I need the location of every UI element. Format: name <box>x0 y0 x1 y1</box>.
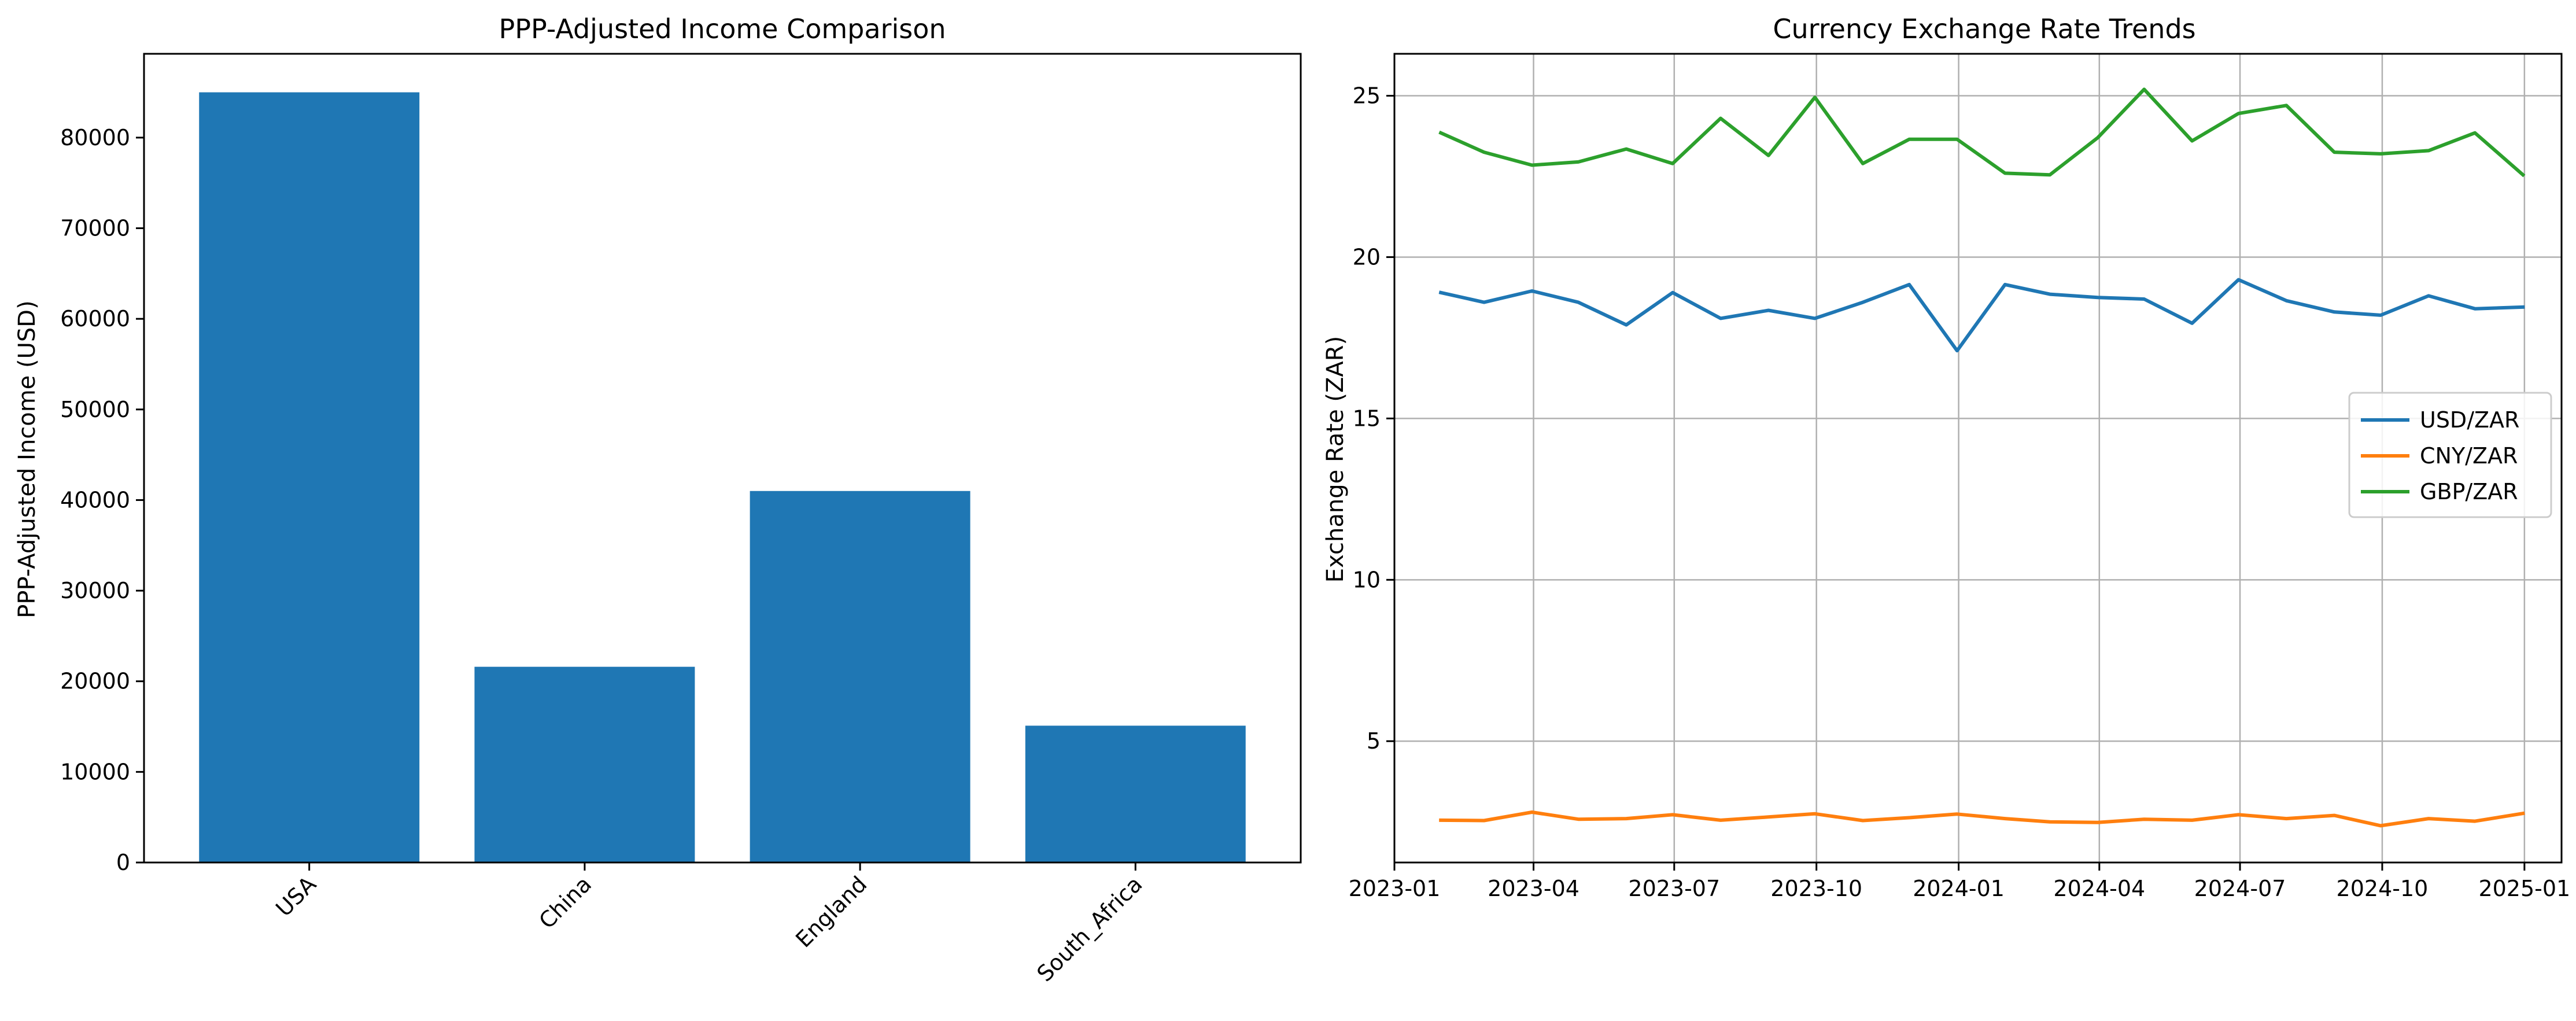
line-chart-x-ticks: 2023-01 2023-04 2023-07 2023-10 2024-01 2024-… <box>1349 862 2570 901</box>
bar-y-tick-label: 50000 <box>60 397 130 422</box>
series-line-cny-zar <box>1439 810 2525 828</box>
line-x-tick-label: 2024-01 <box>1913 876 2005 901</box>
bar-y-tick-label: 10000 <box>60 759 130 784</box>
bar-y-tick-label: 40000 <box>60 487 130 513</box>
line-chart-y-ticks: 5 10 15 20 25 <box>1353 83 1394 754</box>
bar-y-tick-label: 80000 <box>60 125 130 150</box>
line-chart: Currency Exchange Rate Trends Exchange R… <box>1322 13 2570 901</box>
legend-label: USD/ZAR <box>2420 407 2519 433</box>
line-chart-y-axis-label: Exchange Rate (ZAR) <box>1322 336 1349 583</box>
line-x-tick-label: 2024-07 <box>2194 876 2286 901</box>
legend-label: CNY/ZAR <box>2420 443 2518 469</box>
bar-y-tick-label: 30000 <box>60 578 130 603</box>
bar-chart-axes-frame <box>143 53 1302 864</box>
line-series <box>1438 87 2526 828</box>
line-x-tick-label: 2025-01 <box>2478 876 2570 901</box>
legend-box <box>2348 392 2552 518</box>
line-y-tick-label: 20 <box>1353 244 1381 270</box>
legend: USD/ZAR CNY/ZAR GBP/ZAR <box>2348 392 2552 518</box>
line-x-tick-label: 2023-04 <box>1488 876 1579 901</box>
bar-china <box>474 666 695 862</box>
line-y-tick-label: 15 <box>1353 406 1381 431</box>
line-x-tick-label: 2023-07 <box>1628 876 1720 901</box>
series-line-usd-zar <box>1438 278 2525 353</box>
line-x-tick-label: 2024-10 <box>2337 876 2429 901</box>
bar-south-africa <box>1025 725 1246 862</box>
line-chart-axes-frame <box>1393 53 2563 864</box>
bar-chart: PPP-Adjusted Income Comparison PPP-Adjus… <box>14 13 1302 987</box>
legend-items: USD/ZAR CNY/ZAR GBP/ZAR <box>2361 407 2519 504</box>
line-y-tick-label: 25 <box>1353 83 1381 109</box>
bar-y-tick-label: 70000 <box>60 216 130 241</box>
bar-y-tick-label: 20000 <box>60 669 130 694</box>
series-line-gbp-zar <box>1438 87 2526 178</box>
bar-england <box>750 491 970 862</box>
line-x-tick-label: 2024-04 <box>2053 876 2145 901</box>
line-x-tick-label: 2023-10 <box>1770 876 1862 901</box>
bar-y-tick-label: 60000 <box>60 306 130 331</box>
line-y-tick-label: 5 <box>1367 728 1381 754</box>
bar-y-tick-label: 0 <box>116 850 130 875</box>
bar-usa <box>199 92 420 863</box>
bar-chart-y-ticks: 0 10000 20000 30000 40000 50000 60000 70000 8000… <box>60 125 144 875</box>
line-chart-title: Currency Exchange Rate Trends <box>1773 13 2195 45</box>
bar-chart-title: PPP-Adjusted Income Comparison <box>499 13 946 45</box>
bar-chart-y-axis-label: PPP-Adjusted Income (USD) <box>14 300 40 618</box>
bar-series <box>199 92 1246 863</box>
line-y-tick-label: 10 <box>1353 567 1381 592</box>
legend-label: GBP/ZAR <box>2420 479 2518 504</box>
line-x-tick-label: 2023-01 <box>1349 876 1441 901</box>
